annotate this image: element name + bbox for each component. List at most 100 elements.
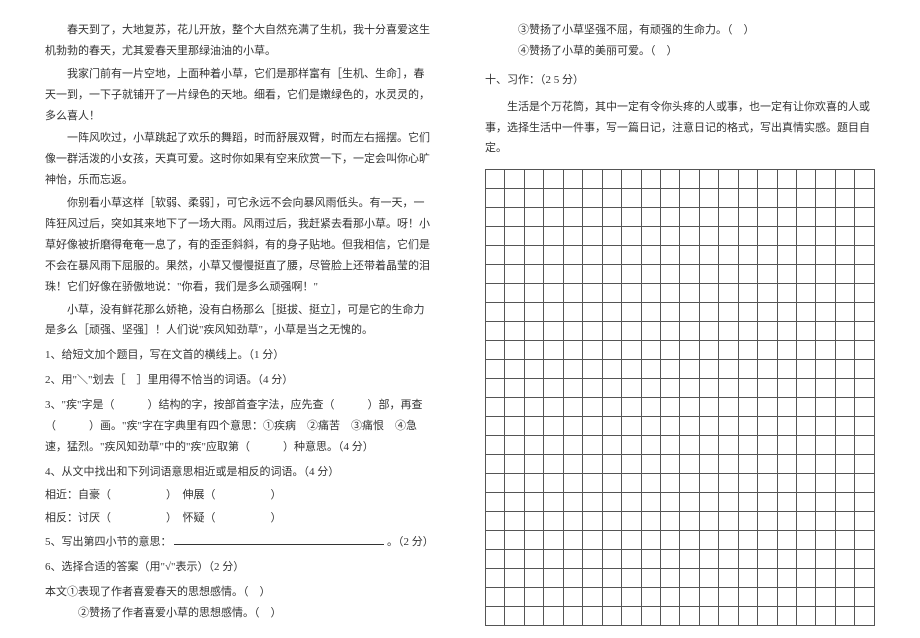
writing-grid-cell[interactable] [777,189,796,208]
writing-grid-cell[interactable] [777,284,796,303]
writing-grid-cell[interactable] [797,417,816,436]
writing-grid-cell[interactable] [583,588,602,607]
writing-grid-cell[interactable] [660,550,679,569]
writing-grid-cell[interactable] [505,569,524,588]
writing-grid-cell[interactable] [583,265,602,284]
writing-grid-cell[interactable] [602,455,621,474]
writing-grid-cell[interactable] [777,246,796,265]
writing-grid-cell[interactable] [486,474,505,493]
writing-grid-cell[interactable] [602,569,621,588]
writing-grid-cell[interactable] [660,417,679,436]
writing-grid-cell[interactable] [855,341,875,360]
writing-grid-cell[interactable] [777,474,796,493]
writing-grid-cell[interactable] [641,208,660,227]
writing-grid-cell[interactable] [797,531,816,550]
writing-grid-cell[interactable] [738,512,757,531]
writing-grid-cell[interactable] [641,569,660,588]
writing-grid-cell[interactable] [641,550,660,569]
writing-grid-cell[interactable] [738,227,757,246]
writing-grid-cell[interactable] [777,455,796,474]
writing-grid-cell[interactable] [641,170,660,189]
writing-grid-cell[interactable] [738,398,757,417]
writing-grid-cell[interactable] [738,379,757,398]
writing-grid-cell[interactable] [816,322,835,341]
writing-grid-cell[interactable] [641,265,660,284]
writing-grid-cell[interactable] [544,398,563,417]
writing-grid-cell[interactable] [797,436,816,455]
writing-grid-cell[interactable] [544,208,563,227]
writing-grid-cell[interactable] [660,208,679,227]
writing-grid-cell[interactable] [602,170,621,189]
writing-grid-cell[interactable] [738,569,757,588]
question-5-blank[interactable] [174,533,384,545]
writing-grid-cell[interactable] [758,531,777,550]
writing-grid-cell[interactable] [758,398,777,417]
writing-grid-cell[interactable] [622,455,641,474]
writing-grid-cell[interactable] [505,588,524,607]
writing-grid-cell[interactable] [777,208,796,227]
writing-grid-cell[interactable] [641,455,660,474]
writing-grid-cell[interactable] [699,569,718,588]
writing-grid-cell[interactable] [855,360,875,379]
writing-grid-cell[interactable] [660,569,679,588]
writing-grid-cell[interactable] [583,284,602,303]
writing-grid-cell[interactable] [855,284,875,303]
writing-grid-cell[interactable] [622,322,641,341]
writing-grid-cell[interactable] [505,531,524,550]
writing-grid-cell[interactable] [622,493,641,512]
writing-grid-cell[interactable] [486,512,505,531]
writing-grid-cell[interactable] [505,474,524,493]
writing-grid-cell[interactable] [505,550,524,569]
writing-grid-cell[interactable] [699,379,718,398]
writing-grid-cell[interactable] [505,170,524,189]
writing-grid-cell[interactable] [758,227,777,246]
writing-grid-cell[interactable] [583,474,602,493]
writing-grid-cell[interactable] [563,303,582,322]
writing-grid-cell[interactable] [602,303,621,322]
writing-grid-cell[interactable] [486,303,505,322]
writing-grid-cell[interactable] [758,417,777,436]
writing-grid-cell[interactable] [777,588,796,607]
writing-grid-cell[interactable] [660,227,679,246]
writing-grid-cell[interactable] [660,284,679,303]
writing-grid-cell[interactable] [524,170,543,189]
writing-grid-cell[interactable] [544,265,563,284]
writing-grid-cell[interactable] [524,569,543,588]
writing-grid-cell[interactable] [486,265,505,284]
writing-grid-cell[interactable] [486,170,505,189]
writing-grid-cell[interactable] [758,303,777,322]
writing-grid-cell[interactable] [524,607,543,626]
writing-grid-cell[interactable] [622,303,641,322]
writing-grid-cell[interactable] [622,550,641,569]
writing-grid-cell[interactable] [835,284,854,303]
writing-grid-cell[interactable] [699,189,718,208]
writing-grid-cell[interactable] [583,189,602,208]
writing-grid-cell[interactable] [835,246,854,265]
writing-grid-cell[interactable] [524,189,543,208]
writing-grid-cell[interactable] [524,246,543,265]
writing-grid-cell[interactable] [524,322,543,341]
writing-grid-cell[interactable] [719,474,738,493]
writing-grid-cell[interactable] [699,208,718,227]
writing-grid-cell[interactable] [505,189,524,208]
writing-grid-cell[interactable] [855,322,875,341]
writing-grid-cell[interactable] [544,227,563,246]
writing-grid-cell[interactable] [835,588,854,607]
writing-grid-cell[interactable] [486,436,505,455]
writing-grid-cell[interactable] [680,322,699,341]
writing-grid-cell[interactable] [660,170,679,189]
writing-grid-cell[interactable] [855,569,875,588]
writing-grid-cell[interactable] [699,360,718,379]
writing-grid-cell[interactable] [680,227,699,246]
writing-grid-cell[interactable] [602,341,621,360]
writing-grid-cell[interactable] [719,531,738,550]
writing-grid-cell[interactable] [563,284,582,303]
writing-grid-cell[interactable] [719,341,738,360]
writing-grid-cell[interactable] [835,550,854,569]
writing-grid-cell[interactable] [855,436,875,455]
writing-grid-cell[interactable] [758,588,777,607]
writing-grid-cell[interactable] [855,379,875,398]
writing-grid-cell[interactable] [719,436,738,455]
writing-grid-cell[interactable] [544,550,563,569]
writing-grid-cell[interactable] [797,208,816,227]
